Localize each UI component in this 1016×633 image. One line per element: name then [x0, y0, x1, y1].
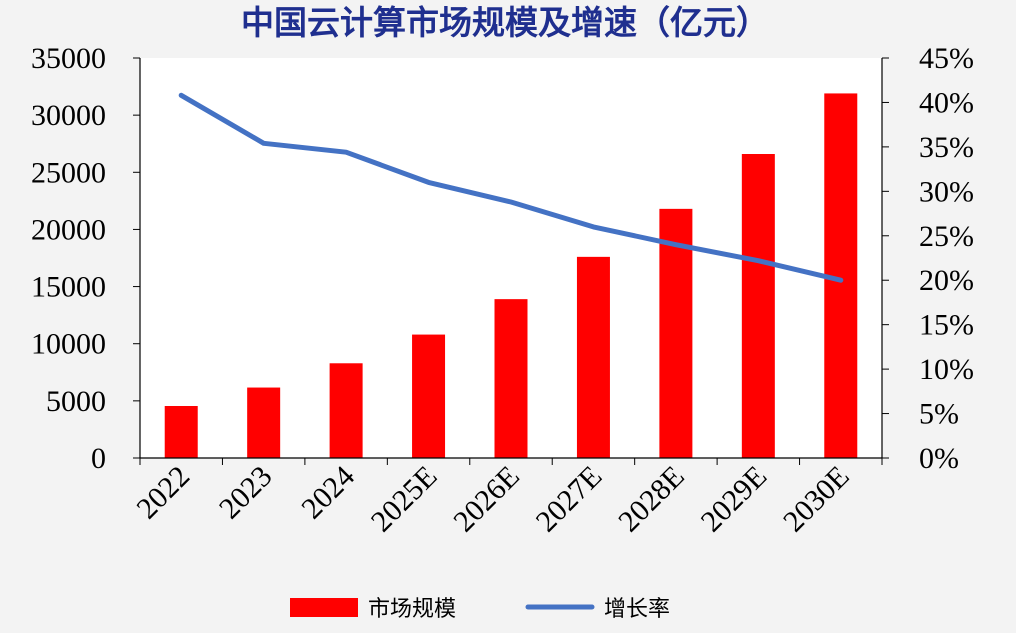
- x-tick-label: 2029E: [695, 460, 774, 539]
- legend-label-bar: 市场规模: [368, 597, 456, 622]
- x-tick-label: 2022: [130, 460, 196, 526]
- right-tick-label: 0%: [919, 442, 959, 475]
- x-tick-label: 2030E: [777, 460, 856, 539]
- right-tick-label: 45%: [919, 42, 974, 75]
- right-tick-label: 30%: [919, 175, 974, 208]
- x-tick-label: 2023: [213, 460, 279, 526]
- bar: [329, 363, 363, 458]
- bar: [412, 334, 446, 458]
- bar: [576, 256, 610, 458]
- left-tick-label: 5000: [46, 385, 106, 418]
- right-tick-label: 35%: [919, 131, 974, 164]
- right-tick-label: 10%: [919, 353, 974, 386]
- bar: [741, 154, 775, 458]
- left-tick-label: 15000: [31, 271, 106, 304]
- right-tick-label: 15%: [919, 309, 974, 342]
- bar: [164, 406, 198, 458]
- line-point: [840, 279, 842, 281]
- line-point: [592, 226, 594, 228]
- left-tick-label: 0: [91, 442, 106, 475]
- right-axis: 0% 5% 10% 15% 20% 25% 30% 35% 40% 45%: [882, 42, 974, 475]
- chart-title: 中国云计算市场规模及增速（亿元）: [241, 3, 769, 42]
- line-point: [345, 151, 347, 153]
- x-axis-labels: 2022 2023 2024 2025E 2026E 2027E 2028E 2029E 203…: [130, 460, 855, 539]
- right-tick-label: 5%: [919, 398, 959, 431]
- bar-series: [164, 93, 858, 458]
- axes: [139, 58, 883, 465]
- line-point: [428, 181, 430, 183]
- bar: [247, 387, 281, 458]
- left-tick-label: 10000: [31, 328, 106, 361]
- x-tick-label: 2024: [295, 460, 361, 526]
- line-point: [757, 260, 759, 262]
- x-tick-label: 2028E: [612, 460, 691, 539]
- x-tick-label: 2025E: [365, 460, 444, 539]
- bar: [494, 299, 528, 458]
- line-point: [510, 201, 512, 203]
- right-tick-label: 20%: [919, 264, 974, 297]
- left-tick-label: 30000: [31, 99, 106, 132]
- right-tick-label: 25%: [919, 220, 974, 253]
- line-series: [178, 92, 844, 283]
- line-point: [675, 244, 677, 246]
- legend-swatch-bar: [290, 598, 358, 617]
- x-tick-label: 2026E: [447, 460, 526, 539]
- left-tick-label: 20000: [31, 213, 106, 246]
- right-tick-label: 40%: [919, 86, 974, 119]
- left-tick-label: 25000: [31, 156, 106, 189]
- line-point: [180, 94, 182, 96]
- bar: [659, 208, 693, 458]
- x-tick-label: 2027E: [530, 460, 609, 539]
- legend-label-line: 增长率: [604, 597, 670, 622]
- legend: 市场规模 增长率: [290, 597, 670, 622]
- left-tick-label: 35000: [31, 42, 106, 75]
- line-point: [263, 142, 265, 144]
- left-axis: 0 5000 10000 15000 20000 25000 30000 35000: [31, 42, 140, 475]
